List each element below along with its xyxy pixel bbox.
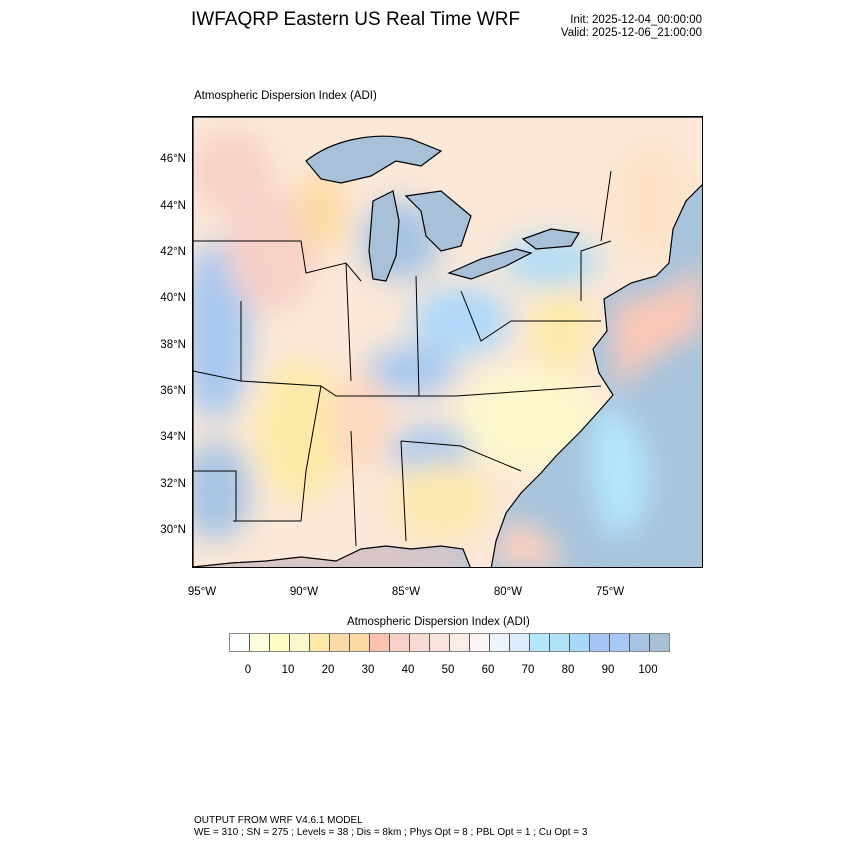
colorbar-label: 40: [401, 664, 415, 676]
lake-huron: [404, 190, 472, 252]
plot-title: IWFAQRP Eastern US Real Time WRF: [191, 9, 521, 30]
valid-time: Valid: 2025-12-06_21:00:00: [560, 27, 702, 39]
colorbar-box: [530, 634, 550, 651]
colorbar-label: 20: [321, 664, 335, 676]
colorbar-box: [570, 634, 590, 651]
lat-label: 44°N: [160, 200, 186, 212]
colorbar-box: [490, 634, 510, 651]
adi-map: [192, 116, 703, 568]
colorbar-box: [230, 634, 250, 651]
colorbar-label: 80: [561, 664, 575, 676]
lat-label: 40°N: [160, 292, 186, 304]
colorbar-box: [410, 634, 430, 651]
init-time: Init: 2025-12-04_00:00:00: [570, 14, 702, 26]
map-canvas: [193, 117, 702, 567]
colorbar-label: 60: [481, 664, 495, 676]
colorbar-box: [510, 634, 530, 651]
colorbar-label: 90: [601, 664, 615, 676]
colorbar-box: [650, 634, 669, 651]
colorbar-box: [390, 634, 410, 651]
lon-label: 90°W: [289, 586, 319, 598]
colorbar-box: [430, 634, 450, 651]
colorbar-box: [550, 634, 570, 651]
state-borders: [193, 170, 612, 547]
footer-config: WE = 310 ; SN = 275 ; Levels = 38 ; Dis …: [194, 827, 588, 838]
lat-label: 34°N: [160, 431, 186, 443]
colorbar-label: 100: [638, 664, 658, 676]
colorbar-box: [350, 634, 370, 651]
colorbar-box: [610, 634, 630, 651]
lon-label: 85°W: [391, 586, 421, 598]
colorbar-box: [590, 634, 610, 651]
lon-label: 80°W: [493, 586, 523, 598]
colorbar-box: [370, 634, 390, 651]
lat-label: 46°N: [160, 153, 186, 165]
colorbar-box: [470, 634, 490, 651]
colorbar-label: 30: [361, 664, 375, 676]
field-title: Atmospheric Dispersion Index (ADI): [194, 90, 377, 102]
colorbar-box: [290, 634, 310, 651]
lat-label: 36°N: [160, 385, 186, 397]
colorbar-label: 50: [441, 664, 455, 676]
colorbar-box: [250, 634, 270, 651]
lake-superior: [305, 135, 443, 184]
lake-ontario: [521, 228, 580, 250]
lat-label: 42°N: [160, 246, 186, 258]
colorbar-label: 70: [521, 664, 535, 676]
colorbar-box: [270, 634, 290, 651]
lon-label: 75°W: [595, 586, 625, 598]
colorbar-title: Atmospheric Dispersion Index (ADI): [347, 616, 530, 628]
colorbar-label: 10: [281, 664, 295, 676]
lake-erie: [447, 248, 533, 280]
footer-model: OUTPUT FROM WRF V4.6.1 MODEL: [194, 815, 363, 826]
colorbar: [229, 633, 670, 652]
colorbar-box: [630, 634, 650, 651]
colorbar-box: [330, 634, 350, 651]
lat-label: 30°N: [160, 524, 186, 536]
colorbar-box: [310, 634, 330, 651]
colorbar-label: 0: [244, 664, 252, 676]
lat-label: 32°N: [160, 478, 186, 490]
lat-label: 38°N: [160, 339, 186, 351]
lon-label: 95°W: [187, 586, 217, 598]
lake-michigan: [368, 190, 400, 282]
great-lakes: [305, 135, 580, 282]
colorbar-box: [450, 634, 470, 651]
